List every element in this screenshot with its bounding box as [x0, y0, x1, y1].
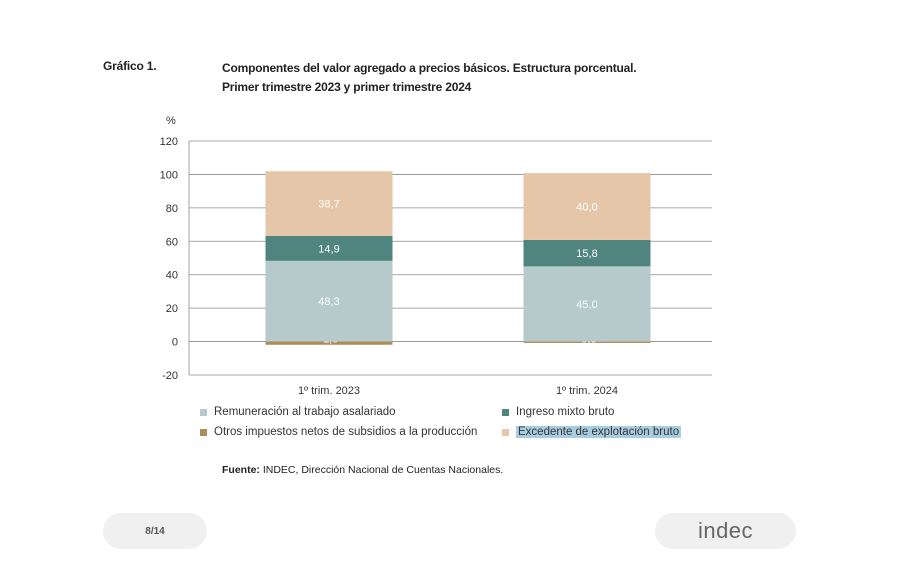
- figure-label: Gráfico 1.: [103, 59, 157, 73]
- chart-title: Componentes del valor agregado a precios…: [222, 59, 637, 97]
- x-category-label-1: 1º trim. 2024: [556, 385, 618, 397]
- bar-segment-1-0: [523, 341, 651, 343]
- data-label-0-2: 14,9: [318, 243, 339, 255]
- indec-logo-text: indec: [697, 518, 754, 543]
- page-indicator[interactable]: 8/14: [103, 513, 207, 549]
- source-note: Fuente: INDEC, Dirección Nacional de Cue…: [222, 464, 503, 476]
- chart-title-line2: Primer trimestre 2023 y primer trimestre…: [222, 80, 472, 94]
- indec-logo[interactable]: indec: [655, 513, 796, 549]
- bar-segment-0-2: [265, 235, 393, 261]
- bar-segment-0-1: [265, 260, 393, 342]
- y-tick-label-80: 80: [166, 203, 178, 215]
- data-label-0-3: 38,7: [318, 199, 339, 211]
- data-label-1-1: 45,0: [576, 299, 597, 311]
- y-tick-label-20: 20: [166, 303, 178, 315]
- bar-segment-1-1: [523, 266, 651, 342]
- source-prefix: Fuente:: [222, 464, 260, 476]
- y-tick-label-60: 60: [166, 236, 178, 248]
- y-tick-label--20: -20: [162, 370, 178, 382]
- bar-segment-1-2: [523, 239, 651, 267]
- bar-segment-0-0: [265, 341, 393, 345]
- page-number: 8/14: [145, 525, 165, 537]
- x-category-label-0: 1º trim. 2023: [298, 385, 360, 397]
- source-text: INDEC, Dirección Nacional de Cuentas Nac…: [259, 464, 504, 476]
- bar-segment-0-3: [265, 171, 393, 236]
- data-label-1-2: 15,8: [576, 248, 597, 260]
- chart-title-line1: Componentes del valor agregado a precios…: [222, 61, 637, 75]
- y-tick-label-120: 120: [160, 136, 178, 148]
- y-axis-label: %: [166, 115, 176, 127]
- bar-segment-1-3: [523, 173, 651, 240]
- data-label-1-3: 40,0: [576, 202, 597, 214]
- data-label-0-1: 48,3: [318, 296, 339, 308]
- y-tick-label-40: 40: [166, 270, 178, 282]
- y-tick-label-100: 100: [160, 169, 178, 181]
- y-tick-label-0: 0: [172, 337, 178, 349]
